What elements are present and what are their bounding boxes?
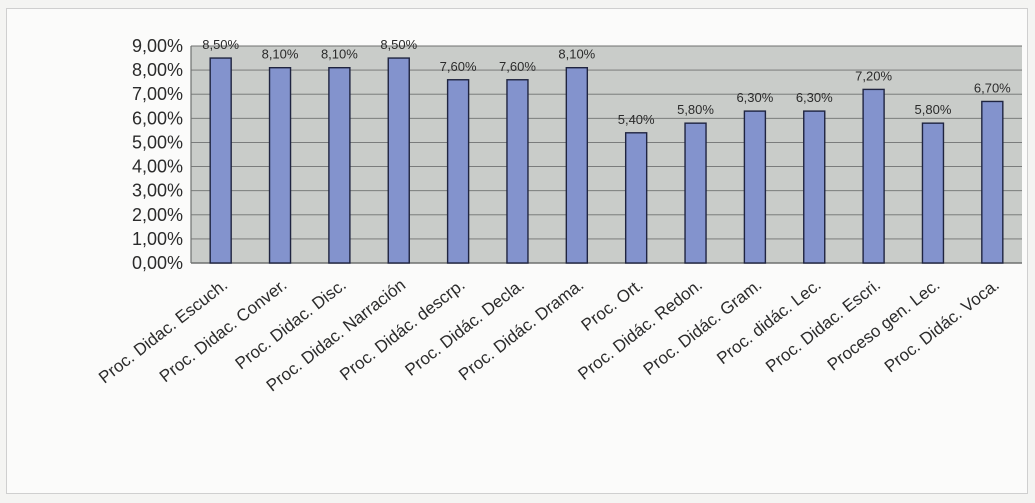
- bar: [328, 67, 351, 264]
- bar: [209, 57, 232, 264]
- data-label: 7,60%: [440, 59, 477, 74]
- data-label: 7,20%: [855, 68, 892, 83]
- y-tick-label: 4,00%: [132, 157, 183, 177]
- bar: [565, 67, 589, 264]
- y-tick-label: 8,00%: [132, 60, 183, 80]
- y-tick-label: 0,00%: [132, 253, 183, 273]
- bar: [803, 110, 826, 264]
- bar: [506, 79, 529, 264]
- data-label: 8,50%: [380, 37, 417, 52]
- x-axis-tick-labels: Proc. Didac. Escuch.Proc. Didac. Conver.…: [95, 275, 1003, 395]
- data-label: 8,10%: [558, 47, 595, 62]
- bar: [862, 88, 885, 264]
- x-tick-label: Proc. didác. Lec.: [713, 275, 824, 368]
- y-axis-tick-labels: 0,00% 1,00% 2,00% 3,00% 4,00% 5,00% 6,00% 7,00%…: [132, 36, 183, 273]
- data-label: 6,30%: [796, 90, 833, 105]
- y-tick-label: 5,00%: [132, 132, 183, 152]
- data-label: 7,60%: [499, 59, 536, 74]
- plot-area: [191, 46, 1022, 263]
- bar: [981, 100, 1004, 264]
- bar: [743, 110, 767, 264]
- bar: [624, 132, 648, 264]
- y-tick-label: 6,00%: [132, 108, 183, 128]
- data-labels: 8,50% 8,10% 8,10% 8,50% 7,60% 7,60% 8,10% 5,40%…: [202, 37, 1011, 127]
- y-tick-label: 9,00%: [132, 36, 183, 56]
- data-label: 8,50%: [202, 37, 239, 52]
- bar: [921, 122, 945, 264]
- data-label: 8,10%: [262, 47, 299, 62]
- y-tick-label: 1,00%: [132, 229, 183, 249]
- bar: [268, 67, 292, 264]
- y-tick-label: 7,00%: [132, 84, 183, 104]
- bar: [684, 122, 707, 264]
- bar-chart: 0,00% 1,00% 2,00% 3,00% 4,00% 5,00% 6,00% 7,00%…: [95, 36, 1022, 395]
- y-tick-label: 3,00%: [132, 181, 183, 201]
- y-tick-label: 2,00%: [132, 205, 183, 225]
- data-label: 5,80%: [915, 102, 952, 117]
- bar: [446, 79, 470, 264]
- chart-frame: 0,00% 1,00% 2,00% 3,00% 4,00% 5,00% 6,00% 7,00%…: [6, 8, 1028, 494]
- data-label: 8,10%: [321, 47, 358, 62]
- data-label: 6,30%: [736, 90, 773, 105]
- data-label: 5,80%: [677, 102, 714, 117]
- bars: [209, 57, 1004, 264]
- bar: [387, 57, 410, 264]
- data-label: 6,70%: [974, 80, 1011, 95]
- data-label: 5,40%: [618, 112, 655, 127]
